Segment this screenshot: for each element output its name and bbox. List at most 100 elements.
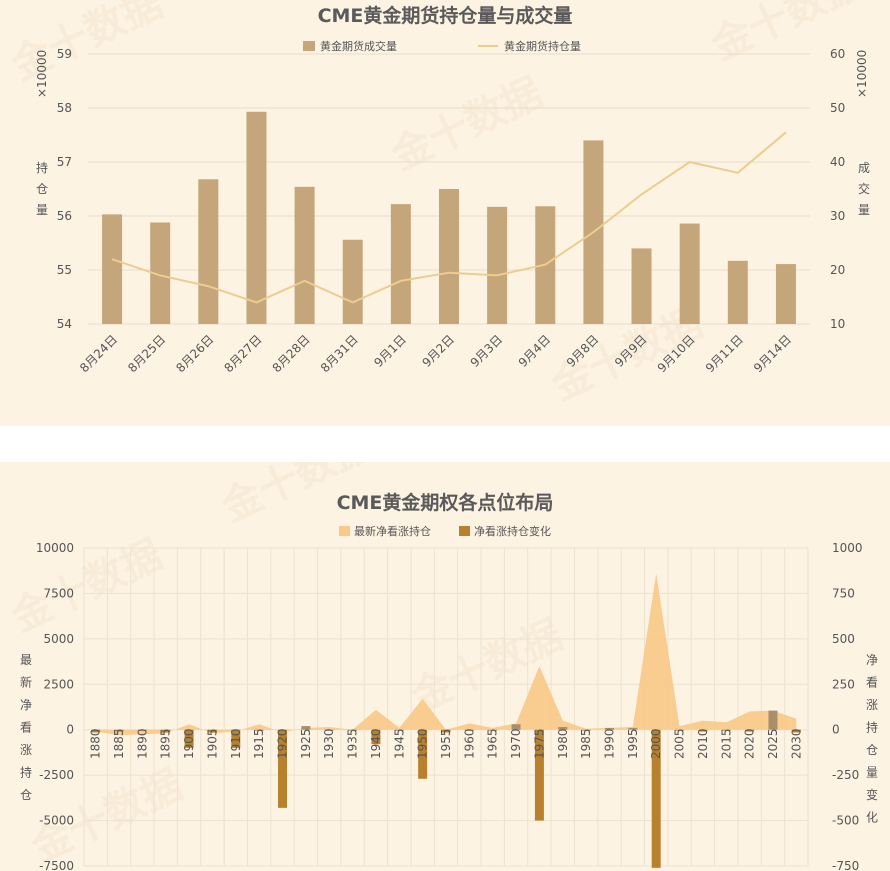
bar [294, 186, 315, 324]
left-axis-multiplier: ×10000 [35, 50, 49, 98]
bar [487, 206, 508, 324]
x-tick-label: 8月27日 [222, 332, 265, 375]
right-tick-label: 60 [830, 47, 845, 61]
x-tick-label: 1995 [626, 728, 640, 759]
left-tick-label: 55 [57, 263, 72, 277]
x-tick-label: 8月25日 [125, 332, 168, 375]
right-axis-label-char: 变 [866, 787, 878, 802]
x-tick-label: 1955 [439, 728, 453, 759]
x-tick-label: 1885 [112, 728, 126, 759]
x-tick-label: 9月4日 [516, 332, 554, 370]
right-axis-label-char: 仓 [866, 743, 878, 757]
x-tick-label: 8月26日 [173, 332, 216, 375]
bar [558, 726, 568, 730]
legend-swatch-bar [459, 526, 470, 536]
left-axis-label-char: 仓 [20, 788, 32, 802]
x-tick-label: 1940 [369, 728, 383, 759]
right-axis-label-char: 交 [858, 181, 870, 196]
left-tick-label: 58 [57, 101, 72, 115]
bar [488, 729, 498, 731]
bar [207, 729, 217, 733]
chart-title: CME黄金期权各点位布局 [337, 491, 554, 514]
right-axis-label-char: 看 [866, 676, 878, 690]
svg-text:金十数据: 金十数据 [4, 0, 169, 89]
legend-swatch-bar [303, 41, 315, 51]
bar [679, 223, 700, 324]
net-call-area [95, 573, 797, 736]
right-tick-label: -750 [832, 859, 859, 871]
x-tick-label: 1935 [346, 728, 360, 759]
bar [342, 239, 363, 324]
x-tick-label: 1945 [392, 728, 406, 759]
right-tick-label: 1000 [832, 541, 863, 555]
right-tick-label: 40 [830, 155, 845, 169]
x-tick-label: 9月1日 [371, 332, 409, 370]
bar [511, 724, 521, 730]
bar [150, 222, 171, 324]
right-tick-label: -500 [832, 814, 859, 828]
x-tick-label: 9月14日 [751, 332, 794, 375]
bar [604, 727, 614, 730]
right-axis-ticks: 10 20 30 40 50 60 [830, 47, 845, 331]
right-tick-label: 0 [832, 723, 840, 737]
left-axis-ticks: -7500 -5000 -2500 0 2500 5000 7500 10000 [36, 541, 74, 871]
right-tick-label: 500 [832, 632, 855, 646]
left-tick-label: 0 [66, 723, 74, 737]
x-tick-label: 1890 [135, 728, 149, 759]
bar [324, 729, 334, 731]
right-axis-label-char: 成 [858, 161, 870, 175]
left-tick-label: 2500 [43, 677, 74, 691]
x-tick-label: 2025 [766, 728, 780, 759]
left-axis-label-char: 新 [20, 675, 32, 690]
x-tick-label: 1970 [509, 728, 523, 759]
watermarks: 金十数据 金十数据 金十数据 金十数据 [4, 462, 569, 871]
bar [439, 189, 459, 324]
bar [246, 111, 267, 324]
x-tick-label: 8月24日 [77, 332, 120, 375]
x-tick-label: 1950 [416, 728, 430, 759]
x-tick-label: 8月28日 [270, 332, 313, 375]
x-tick-label: 1915 [252, 728, 266, 759]
bar [768, 710, 778, 730]
chart-panel-options: 金十数据 金十数据 金十数据 金十数据 CME黄金期权各点位布局 最新净看涨持仓… [0, 462, 890, 871]
bar [721, 729, 731, 731]
left-axis-label-char: 量 [36, 203, 48, 217]
legend-label-bar: 黄金期货成交量 [320, 39, 397, 53]
bar [137, 729, 147, 731]
chart-title: CME黄金期货持仓量与成交量 [318, 4, 573, 27]
legend: 黄金期货成交量 黄金期货持仓量 [303, 39, 581, 53]
right-axis-ticks: -750 -500 -250 0 250 500 750 1000 [832, 541, 863, 871]
left-tick-label: -2500 [39, 768, 74, 782]
x-tick-label: 2005 [673, 728, 687, 759]
right-axis-label-char: 涨 [866, 697, 878, 712]
left-axis-ticks: 54 55 56 57 58 59 [57, 47, 72, 331]
bar [278, 729, 288, 808]
svg-text:金十数据: 金十数据 [384, 70, 549, 180]
legend-swatch-area [339, 526, 350, 536]
bar [418, 729, 428, 779]
x-tick-label: 1925 [299, 728, 313, 759]
right-tick-label: 10 [830, 317, 845, 331]
bar [675, 729, 685, 731]
x-tick-label: 1880 [89, 728, 103, 759]
left-tick-label: 7500 [43, 586, 74, 600]
x-tick-label: 9月11日 [703, 332, 746, 375]
x-tick-label: 1990 [602, 728, 616, 759]
bar [114, 729, 124, 732]
options-chart: 金十数据 金十数据 金十数据 金十数据 CME黄金期权各点位布局 最新净看涨持仓… [4, 462, 878, 871]
left-axis-label: 持仓量 [36, 160, 48, 217]
left-tick-label: -7500 [39, 859, 74, 871]
bar [581, 729, 591, 731]
x-tick-label: 9月3日 [468, 332, 506, 370]
left-axis-label: 最新净看涨持仓 [20, 653, 32, 802]
right-axis-label: 成交量 [858, 161, 870, 217]
bar [775, 264, 796, 324]
right-tick-label: -250 [832, 768, 859, 782]
right-tick-label: 50 [830, 101, 845, 115]
right-axis-label-char: 净 [866, 653, 878, 667]
left-axis-label-char: 最 [20, 653, 32, 667]
left-tick-label: -5000 [39, 814, 74, 828]
bar [371, 729, 381, 745]
bar [534, 729, 544, 821]
